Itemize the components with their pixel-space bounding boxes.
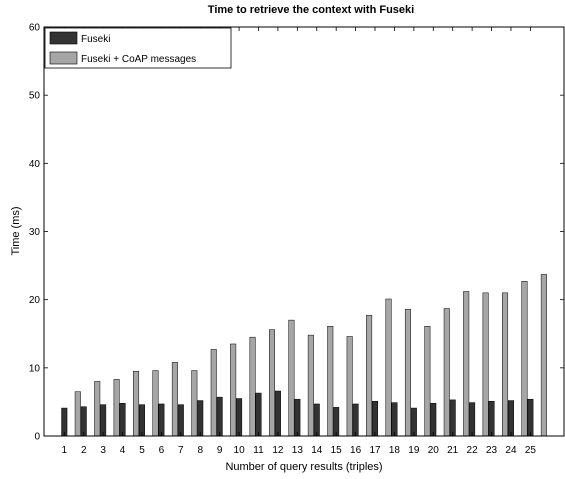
bar-fuseki-coap-16 [366,315,373,437]
bar-fuseki-24 [507,400,514,437]
x-tick-label-5: 5 [139,445,145,456]
ticks-group: 1 2 3 4 5 6 7 8 9 10 11 12 13 14 15 16 17 18 19 20 21 22 23 24 2… [29,23,564,456]
x-tick-label-9: 9 [217,445,223,456]
bar-fuseki-13 [294,398,301,437]
bar-fuseki-11 [255,392,262,437]
bar-fuseki-coap-9 [230,343,237,437]
y-axis-label: Time (ms) [10,206,22,255]
x-tick-label-20: 20 [428,445,440,456]
x-tick-label-18: 18 [389,445,401,456]
x-tick-label-2: 2 [81,445,87,456]
x-tick-label-16: 16 [350,445,362,456]
bar-fuseki-coap-24 [521,281,528,437]
bar-fuseki-25 [527,398,534,437]
x-tick-label-25: 25 [525,445,537,456]
legend-label-fuseki: Fuseki [81,34,110,45]
x-tick-label-21: 21 [447,445,459,456]
x-tick-label-24: 24 [505,445,517,456]
x-tick-label-7: 7 [178,445,184,456]
x-tick-label-1: 1 [62,445,68,456]
bar-fuseki-coap-12 [288,319,295,437]
plot-area [44,27,565,436]
bar-fuseki-coap-10 [249,336,256,437]
bar-fuseki-14 [313,403,320,437]
bar-fuseki-7 [177,404,184,437]
bar-fuseki-20 [430,403,437,437]
x-tick-label-11: 11 [253,445,264,456]
bar-fuseki-15 [333,407,340,437]
bar-fuseki-coap-23 [502,292,509,437]
bar-fuseki-coap-1 [74,391,81,437]
bar-fuseki-21 [449,399,456,437]
bar-fuseki-coap-17 [385,298,392,437]
x-tick-label-17: 17 [369,445,381,456]
bar-fuseki-8 [197,400,204,437]
y-tick-label-20: 20 [29,295,41,306]
y-tick-label-60: 60 [29,23,41,34]
y-tick-label-30: 30 [29,227,41,238]
x-tick-label-13: 13 [292,445,304,456]
bar-fuseki-coap-5 [152,370,159,437]
legend-swatch-fuseki-coap [49,51,78,65]
bar-fuseki-coap-3 [113,379,120,437]
plot-frame [43,26,565,437]
chart-title: Time to retrieve the context with Fuseki [208,4,414,16]
bar-fuseki-19 [410,407,417,437]
bar-fuseki-coap-19 [424,326,431,437]
bar-fuseki-22 [469,402,476,437]
bar-fuseki-coap-11 [269,329,275,437]
bar-fuseki-coap-7 [191,370,198,437]
y-tick-label-0: 0 [34,432,40,443]
bar-fuseki-16 [352,403,359,437]
bar-fuseki-coap-22 [482,292,489,437]
bar-fuseki-17 [372,400,379,437]
y-tick-label-40: 40 [29,159,41,170]
legend: Fuseki Fuseki + CoAP messages [44,27,232,69]
bar-fuseki-coap-13 [307,334,314,437]
x-axis-label: Number of query results (triples) [225,461,382,473]
bar-fuseki-coap-2 [94,381,101,437]
x-tick-label-6: 6 [159,445,165,456]
bar-fuseki-coap-21 [463,291,470,437]
x-tick-label-23: 23 [486,445,498,456]
x-tick-label-19: 19 [408,445,420,456]
bar-fuseki-23 [488,400,495,437]
x-tick-label-8: 8 [197,445,203,456]
bar-fuseki-coap-15 [346,336,353,437]
bar-fuseki-coap-20 [443,308,450,437]
bar-fuseki-coap-14 [327,326,334,437]
legend-swatch-fuseki [49,31,78,45]
bar-fuseki-12 [274,390,281,437]
y-tick-label-10: 10 [29,363,41,374]
y-tick-label-50: 50 [29,91,41,102]
x-tick-label-22: 22 [467,445,479,456]
bar-fuseki-10 [236,398,243,437]
bar-fuseki-coap-25 [540,274,547,437]
bar-fuseki-3 [100,404,107,437]
legend-label-fuseki-coap: Fuseki + CoAP messages [81,54,196,65]
x-tick-label-12: 12 [272,445,284,456]
bar-fuseki-coap-6 [171,362,178,437]
bar-fuseki-coap-8 [210,349,217,437]
x-tick-label-3: 3 [100,445,106,456]
bar-fuseki-4 [119,403,126,437]
x-tick-label-14: 14 [311,445,323,456]
bar-fuseki-9 [216,396,223,437]
bar-fuseki-5 [138,404,145,437]
x-tick-label-10: 10 [234,445,246,456]
bar-fuseki-2 [80,406,87,437]
bar-fuseki-18 [391,402,398,437]
bar-fuseki-6 [158,403,165,437]
x-tick-label-15: 15 [331,445,343,456]
bar-fuseki-coap-18 [404,308,411,437]
x-tick-label-4: 4 [120,445,126,456]
bar-fuseki-coap-4 [133,370,140,437]
bar-fuseki-1 [61,407,68,437]
